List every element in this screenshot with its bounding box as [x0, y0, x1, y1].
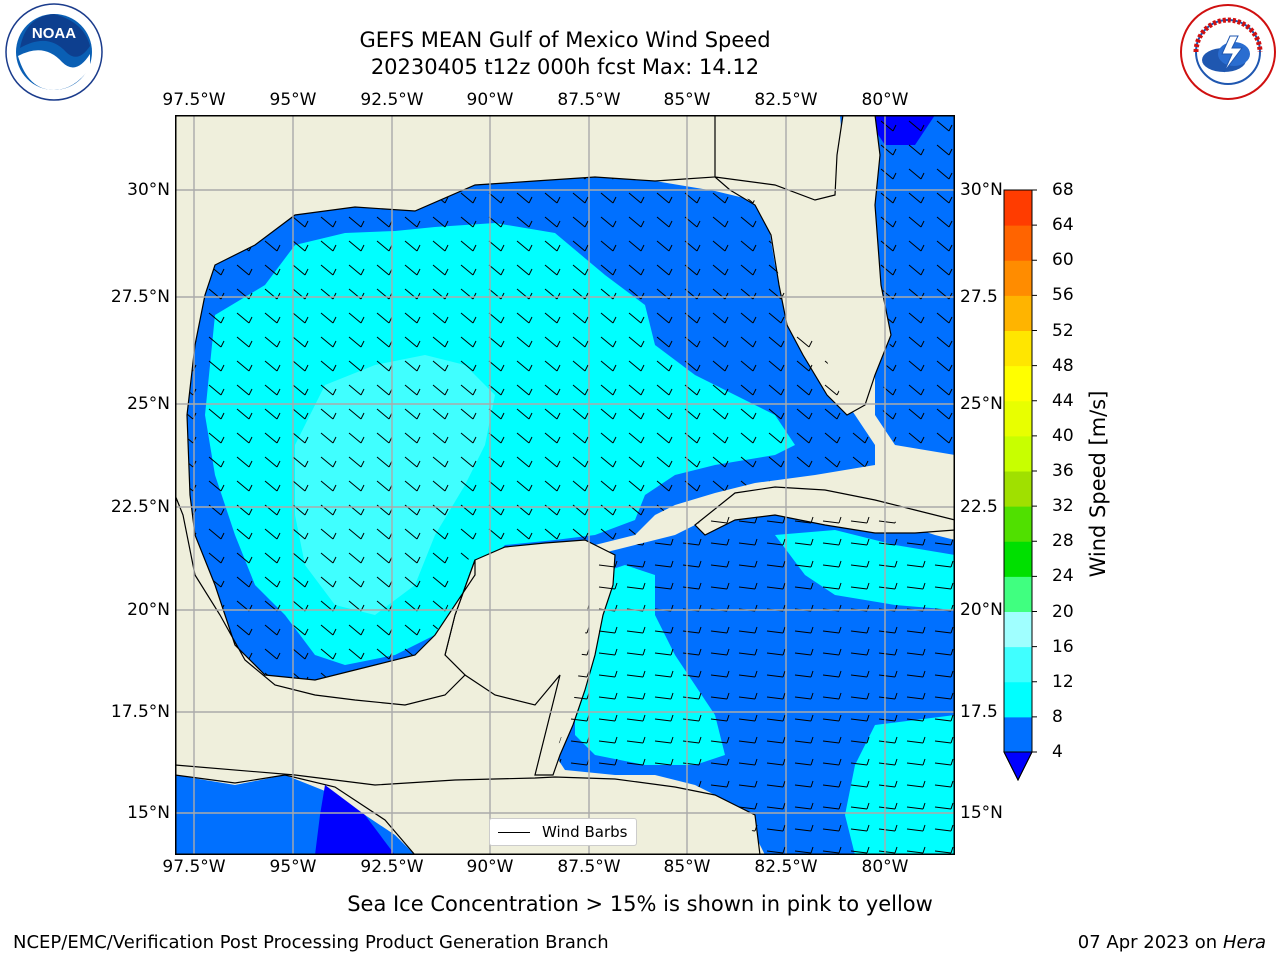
lat-label-right: 22.5: [960, 497, 998, 517]
wind-barb-legend-line: [498, 832, 530, 833]
lon-label-bottom: 90°W: [466, 857, 514, 877]
lon-label-top: 87.5°W: [557, 90, 621, 110]
lon-label-bottom: 92.5°W: [360, 857, 424, 877]
colorbar-bin: [1004, 330, 1032, 367]
colorbar-tick-label: 44: [1052, 390, 1074, 411]
pacific-water-below4: [315, 785, 395, 855]
colorbar-bin: [1004, 190, 1032, 226]
colorbar-frame: [1003, 189, 1033, 782]
lat-label-right: 30°N: [960, 180, 1003, 200]
colorbar-tick-label: 56: [1052, 285, 1074, 306]
colorbar-bin: [1004, 260, 1032, 296]
colorbar-tick-label: 64: [1052, 215, 1074, 236]
lon-label-bottom: 95°W: [269, 857, 317, 877]
lon-label-bottom: 97.5°W: [162, 857, 226, 877]
colorbar-tick-label: 4: [1052, 742, 1063, 762]
lon-label-top: 85°W: [663, 90, 711, 110]
colorbar-bin: [1004, 295, 1032, 331]
colorbar-bin: [1004, 681, 1032, 718]
lat-label-left: 25°N: [127, 394, 170, 414]
colorbar-tick-label: 40: [1052, 425, 1074, 446]
colorbar-tick-label: 36: [1052, 461, 1074, 481]
colorbar-bin: [1004, 435, 1032, 472]
machine-name: Hera: [1222, 932, 1266, 953]
lat-label-left: 20°N: [127, 600, 170, 620]
date-text: 07 Apr 2023 on: [1077, 932, 1223, 953]
colorbar-tick-label: 12: [1052, 671, 1074, 692]
colorbar-tick-label: 24: [1052, 566, 1074, 587]
colorbar-bin: [1004, 471, 1032, 507]
atlantic-wind-barbs: [875, 115, 955, 455]
colorbar-tick-label: 8: [1052, 706, 1063, 727]
nws-logo: [1178, 2, 1278, 102]
date-stamp: 07 Apr 2023 on Hera: [1078, 932, 1266, 954]
lat-label-right: 17.5: [960, 702, 998, 722]
chart-title-line2: 20230405 t12z 000h fcst Max: 14.12: [370, 55, 760, 79]
lon-label-top: 90°W: [466, 90, 514, 110]
colorbar-tick-label: 32: [1052, 496, 1074, 517]
map-gridlines: [175, 115, 955, 855]
credit-text: NCEP/EMC/Verification Post Processing Pr…: [13, 932, 609, 953]
lon-label-bottom: 82.5°W: [754, 857, 818, 877]
colorbar-bin: [1004, 400, 1032, 437]
colorbar-tick-label: 68: [1052, 180, 1074, 200]
lat-label-right: 25°N: [960, 394, 1003, 414]
colorbar-bin: [1004, 646, 1032, 683]
colorbar-title: Wind Speed [m/s]: [1086, 390, 1110, 578]
lon-label-top: 97.5°W: [162, 90, 226, 110]
colorbar-bin: [1004, 225, 1032, 261]
wind-barb-legend-label: Wind Barbs: [542, 823, 628, 841]
colorbar-bin: [1004, 541, 1032, 577]
lon-label-top: 82.5°W: [754, 90, 818, 110]
colorbar-tick-label: 28: [1052, 531, 1074, 552]
colorbar: [1003, 189, 1037, 782]
colorbar-tick-label: 52: [1052, 320, 1074, 341]
lat-label-right: 20°N: [960, 600, 1003, 620]
lat-label-left: 27.5°N: [110, 287, 170, 307]
lat-label-right: 27.5: [960, 287, 998, 307]
colorbar-bin: [1004, 611, 1032, 648]
lon-label-top: 95°W: [269, 90, 317, 110]
lat-label-left: 22.5°N: [110, 497, 170, 517]
colorbar-bin: [1004, 506, 1032, 542]
lat-label-left: 17.5°N: [110, 702, 170, 722]
colorbar-bin: [1004, 365, 1032, 402]
colorbar-bin: [1004, 716, 1032, 753]
colorbar-tick-label: 16: [1052, 636, 1074, 657]
colorbar-tick-label: 60: [1052, 250, 1074, 271]
colorbar-under-extension: [1003, 751, 1033, 782]
map-panel: [175, 115, 955, 855]
noaa-logo-text: NOAA: [32, 25, 76, 42]
lon-label-top: 80°W: [861, 90, 909, 110]
sea-ice-note: Sea Ice Concentration > 15% is shown in …: [347, 892, 933, 916]
lon-label-bottom: 80°W: [861, 857, 909, 877]
colorbar-tick-label: 48: [1052, 355, 1074, 376]
colorbar-tick-label: 20: [1052, 601, 1074, 622]
chart-title-line1: GEFS MEAN Gulf of Mexico Wind Speed: [359, 28, 771, 52]
lat-label-right: 15°N: [960, 803, 1003, 823]
lat-label-left: 30°N: [127, 180, 170, 200]
lat-label-left: 15°N: [127, 803, 170, 823]
caribbean-wind-barbs: [555, 505, 955, 855]
map-legend: Wind Barbs: [489, 818, 637, 846]
colorbar-bin: [1004, 576, 1032, 612]
lon-label-bottom: 87.5°W: [557, 857, 621, 877]
lon-label-top: 92.5°W: [360, 90, 424, 110]
gulf-wind-barbs: [187, 177, 875, 680]
map-frame: [175, 115, 955, 855]
noaa-logo: NOAA: [4, 2, 104, 102]
lon-label-bottom: 85°W: [663, 857, 711, 877]
